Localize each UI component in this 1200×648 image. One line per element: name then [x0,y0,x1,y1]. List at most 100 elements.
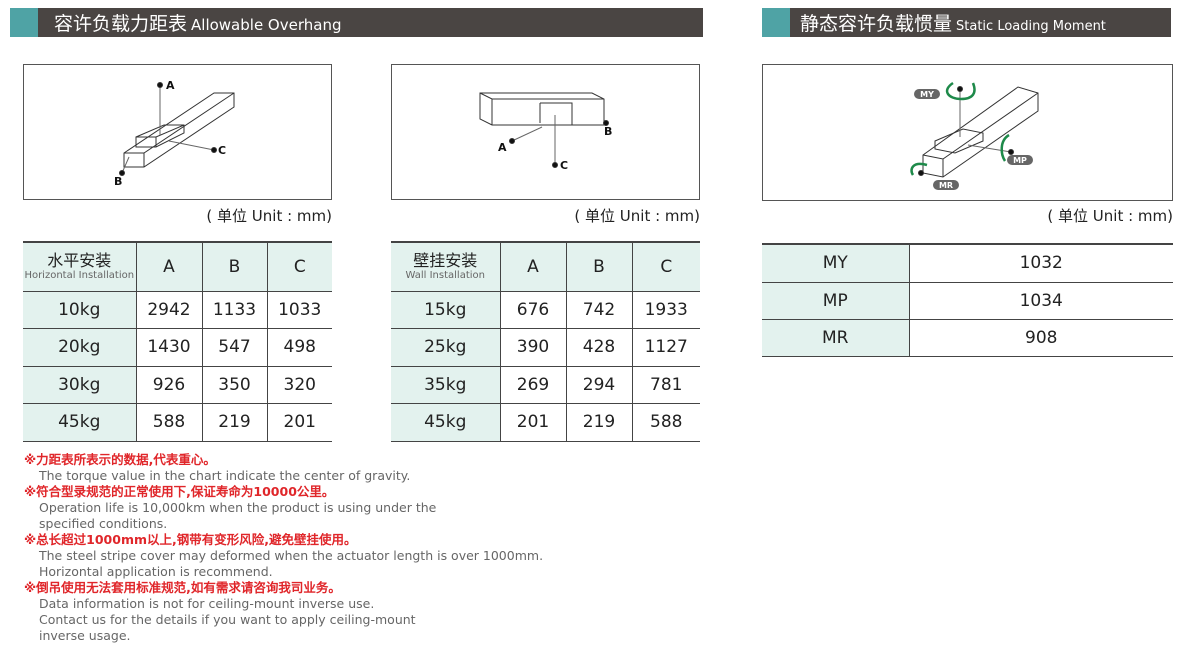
column-header: C [631,241,700,292]
note-en: inverse usage. [39,628,131,643]
label-my: MY [920,90,934,99]
moment-label: MR [762,319,909,357]
label-a: A [498,141,507,154]
value-cell: 498 [266,328,332,367]
note-zh: ※总长超过1000mm以上,钢带有变形风险,避免壁挂使用。 [24,532,357,547]
header-accent [762,8,790,37]
header-en: Wall Installation [405,270,486,282]
column-header: C [266,241,332,292]
label-a: A [166,79,175,92]
note-en: Data information is not for ceiling-moun… [39,596,375,611]
value-cell: 350 [201,366,267,404]
table-row: MY 1032 [762,243,1173,283]
note-zh: ※倒吊使用无法套用标准规范,如有需求请咨询我司业务。 [24,580,341,595]
column-header: B [201,241,267,292]
unit-label: ( 单位 Unit : mm) [574,207,700,225]
value-cell: 201 [499,403,566,442]
static-moment-diagram: MY MP MR [762,64,1173,201]
header-zh: 水平安装 [47,251,112,271]
header-zh: 壁挂安装 [413,251,478,271]
value-cell: 588 [631,403,700,442]
moment-label: MY [762,243,909,283]
moment-value: 1032 [908,243,1173,283]
label-c: C [560,159,568,172]
value-cell: 219 [565,403,632,442]
value-cell: 2942 [135,291,202,329]
value-cell: 219 [201,403,267,442]
load-cell: 30kg [23,366,136,404]
table-row: 10kg 2942 1133 1033 [23,291,332,329]
label-b: B [604,125,612,138]
value-cell: 320 [266,366,332,404]
value-cell: 1033 [266,291,332,329]
value-cell: 428 [565,328,632,367]
table-row: 15kg 676 742 1933 [391,291,700,329]
table-row: 45kg 201 219 588 [391,403,700,442]
note-en: The steel stripe cover may deformed when… [39,548,544,563]
wall-installation-table: 壁挂安装 Wall Installation A B C 15kg 676 742 19… [391,241,700,442]
value-cell: 390 [499,328,566,367]
header-accent [10,8,38,37]
value-cell: 1430 [135,328,202,367]
load-cell: 35kg [391,366,500,404]
value-cell: 1127 [631,328,700,367]
table-row: 35kg 269 294 781 [391,366,700,404]
load-cell: 25kg [391,328,500,367]
header-en: Horizontal Installation [24,270,135,282]
horizontal-installation-table: 水平安装 Horizontal Installation A B C 10kg 29… [23,241,332,442]
note-zh: ※符合型录规范的正常使用下,保证寿命为10000公里。 [24,484,335,499]
section-title-en: Allowable Overhang [191,16,342,34]
value-cell: 269 [499,366,566,404]
label-mp: MP [1013,156,1027,165]
notes: ※力距表所表示的数据,代表重心。 The torque value in the… [24,452,543,644]
note-en: specified conditions. [39,516,168,531]
column-header: A [135,241,202,292]
load-cell: 10kg [23,291,136,329]
wall-diagram: C A B [391,64,700,200]
table-header-row: 壁挂安装 Wall Installation A B C [391,241,700,292]
moment-value: 1034 [908,282,1173,320]
value-cell: 588 [135,403,202,442]
value-cell: 781 [631,366,700,404]
horizontal-diagram: A C B [23,64,332,200]
note-en: Contact us for the details if you want t… [39,612,416,627]
section-title-zh: 容许负载力距表 [54,13,188,35]
moment-label: MP [762,282,909,320]
table-row: MP 1034 [762,282,1173,320]
unit-label: ( 单位 Unit : mm) [206,207,332,225]
note-en: Operation life is 10,000km when the prod… [39,500,437,515]
load-cell: 45kg [391,403,500,442]
table-row: 30kg 926 350 320 [23,366,332,404]
value-cell: 926 [135,366,202,404]
static-moment-header: 静态容许负载惯量 Static Loading Moment [762,8,1171,37]
static-moment-table: MY 1032 MP 1034 MR 908 [762,243,1173,357]
column-header: A [499,241,566,292]
label-mr: MR [939,181,953,190]
load-cell: 15kg [391,291,500,329]
moment-value: 908 [908,319,1173,357]
value-cell: 676 [499,291,566,329]
column-header: B [565,241,632,292]
table-row: 45kg 588 219 201 [23,403,332,442]
value-cell: 547 [201,328,267,367]
table-row: MR 908 [762,319,1173,357]
value-cell: 1933 [631,291,700,329]
load-cell: 20kg [23,328,136,367]
table-row: 25kg 390 428 1127 [391,328,700,367]
label-c: C [218,144,226,157]
allowable-overhang-header: 容许负载力距表 Allowable Overhang [10,8,703,37]
table-header-row: 水平安装 Horizontal Installation A B C [23,241,332,292]
value-cell: 201 [266,403,332,442]
load-cell: 45kg [23,403,136,442]
unit-label: ( 单位 Unit : mm) [1047,207,1173,225]
value-cell: 742 [565,291,632,329]
section-title-zh: 静态容许负载惯量 [800,13,953,35]
note-en: The torque value in the chart indicate t… [39,468,411,483]
table-row: 20kg 1430 547 498 [23,328,332,367]
label-b: B [114,175,122,188]
value-cell: 1133 [201,291,267,329]
value-cell: 294 [565,366,632,404]
note-zh: ※力距表所表示的数据,代表重心。 [24,452,216,467]
note-en: Horizontal application is recommend. [39,564,273,579]
section-title-en: Static Loading Moment [956,19,1106,34]
